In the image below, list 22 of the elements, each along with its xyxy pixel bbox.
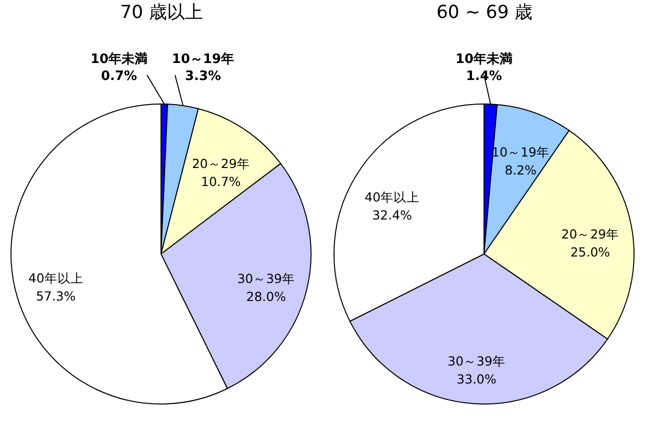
chart-title: 60 ~ 69 歳 <box>436 2 533 23</box>
slice-label: 20～29年 <box>561 226 620 242</box>
slice-label: 10～19年 <box>492 144 550 160</box>
slice-label: 10年未満 <box>90 52 148 67</box>
slice-label: 10年未満 <box>455 52 513 67</box>
data-label: 25.0% <box>570 244 610 260</box>
chart-title: 70 歳以上 <box>120 2 203 23</box>
data-label: 8.2% <box>504 162 537 178</box>
data-label: 0.7% <box>100 69 138 84</box>
slice-label: 30～39年 <box>237 270 295 286</box>
slice-label: 40年以上 <box>28 270 84 286</box>
data-label: 1.4% <box>466 69 502 84</box>
slice-label: 40年以上 <box>364 189 420 204</box>
data-label: 28.0% <box>246 288 286 304</box>
data-label: 32.4% <box>372 207 412 222</box>
data-label: 33.0% <box>456 372 497 387</box>
slice-label: 10～19年 <box>172 52 234 67</box>
slice-label: 20～29年 <box>192 156 250 172</box>
data-label: 3.3% <box>184 69 222 84</box>
slice-label: 30～39年 <box>448 354 506 369</box>
data-label: 10.7% <box>201 174 241 190</box>
data-label: 57.3% <box>36 288 76 304</box>
